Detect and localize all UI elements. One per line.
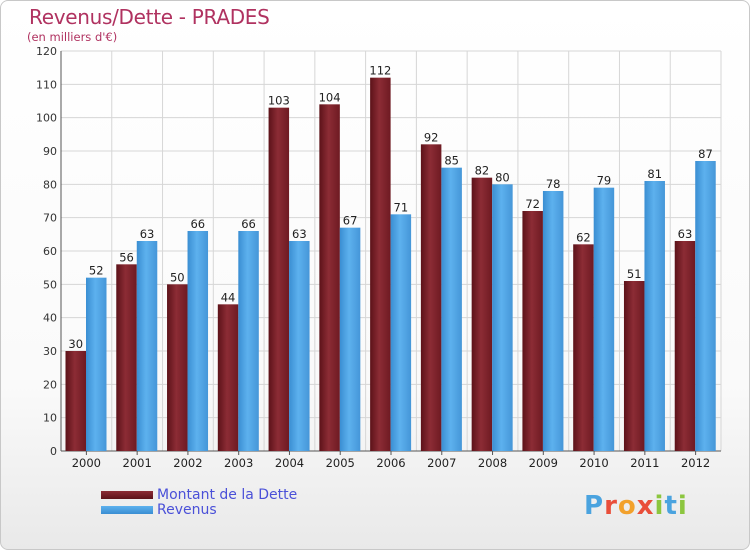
value-label-dette: 62 [576,230,591,244]
bar-dette [420,144,442,452]
x-tick-label: 2002 [173,456,202,470]
y-tick-label: 0 [50,445,57,458]
x-tick-label: 2012 [681,456,710,470]
x-tick-label: 2003 [224,456,253,470]
value-label-dette: 92 [424,130,439,144]
y-tick-label: 40 [43,312,57,325]
y-tick-label: 120 [36,45,57,58]
bar-revenus [593,187,615,451]
bar-revenus [289,241,310,451]
logo-letter: r [604,491,618,521]
value-label-dette: 82 [475,164,490,178]
y-tick-label: 10 [43,412,57,425]
bar-revenus [390,214,412,451]
legend: Montant de la Dette Revenus [101,488,297,518]
bar-layer [65,77,716,452]
chart-title: Revenus/Dette - PRADES [29,5,270,29]
y-tick-label: 70 [43,212,57,225]
value-label-dette: 112 [369,64,391,78]
bar-dette [319,104,340,451]
x-tick-label: 2000 [72,456,101,470]
y-tick-label: 20 [43,378,57,391]
bar-revenus [441,167,462,451]
y-tick-label: 80 [43,178,57,191]
bar-revenus [492,184,513,452]
y-tick-label: 50 [43,278,57,291]
legend-label-dette: Montant de la Dette [157,487,298,503]
x-tick-label: 2006 [376,456,405,470]
value-label-dette: 103 [268,94,290,108]
value-label-revenus: 66 [241,217,256,231]
bar-revenus [644,181,665,451]
value-label-revenus: 63 [292,227,307,241]
logo-letter: t [664,491,678,521]
bar-revenus [339,227,361,451]
proxiti-logo: Proxiti [584,491,688,521]
value-label-revenus: 63 [140,227,155,241]
x-tick-label: 2010 [579,456,608,470]
value-label-dette: 30 [68,337,83,351]
bar-dette [522,211,543,451]
chart-subtitle: (en milliers d'€) [27,30,118,44]
x-tick-label: 2011 [630,456,659,470]
logo-letter: o [617,491,637,521]
bar-revenus [86,277,107,451]
value-label-revenus: 85 [444,154,459,168]
logo-letter: x [636,491,655,521]
bar-dette [116,264,137,451]
value-label-revenus: 79 [597,174,612,188]
value-label-revenus: 67 [343,214,358,228]
value-label-dette: 72 [525,197,540,211]
value-label-dette: 50 [170,270,185,284]
x-tick-label: 2009 [529,456,558,470]
bar-dette [217,304,239,451]
value-label-dette: 51 [627,267,642,281]
bar-dette [623,281,645,451]
legend-swatch-revenus [101,506,153,514]
bar-revenus [542,191,564,451]
y-tick-label: 100 [36,112,57,125]
bar-dette [268,107,290,452]
legend-item-revenus: Revenus [101,503,297,518]
bar-dette [573,244,594,451]
bar-revenus [238,231,259,451]
legend-swatch-dette [101,491,153,499]
bar-dette [674,241,696,451]
legend-item-dette: Montant de la Dette [101,488,297,503]
y-tick-label: 110 [36,78,57,91]
value-label-dette: 104 [319,90,341,104]
logo-letter: P [584,491,605,521]
bar-dette [167,284,188,451]
value-label-revenus: 71 [394,200,409,214]
label-layer: 30 52 56 63 50 66 44 66 103 63 104 67 112 71 92 85 82 80 7… [68,64,712,351]
x-tick-label: 2004 [275,456,304,470]
y-tick-label: 90 [43,145,57,158]
bar-dette [471,177,493,451]
value-label-revenus: 81 [647,167,662,181]
bar-dette [370,77,391,452]
bar-revenus [136,241,158,451]
value-label-revenus: 66 [190,217,205,231]
bar-revenus [695,161,716,451]
value-label-revenus: 87 [698,147,713,161]
y-tick-label: 60 [43,245,57,258]
value-label-dette: 44 [221,290,236,304]
bar-revenus [187,231,209,451]
x-tick-label: 2008 [478,456,507,470]
bar-dette [65,351,86,451]
logo-letter: i [677,491,688,521]
x-tick-label: 2001 [123,456,152,470]
x-tick-label: 2007 [427,456,456,470]
value-label-revenus: 52 [89,264,104,278]
value-label-revenus: 80 [495,170,510,184]
legend-label-revenus: Revenus [157,502,217,518]
y-tick-label: 30 [43,345,57,358]
logo-letter: i [654,491,665,521]
value-label-revenus: 78 [546,177,561,191]
value-label-dette: 56 [119,250,134,264]
x-tick-label: 2005 [326,456,355,470]
value-label-dette: 63 [678,227,693,241]
